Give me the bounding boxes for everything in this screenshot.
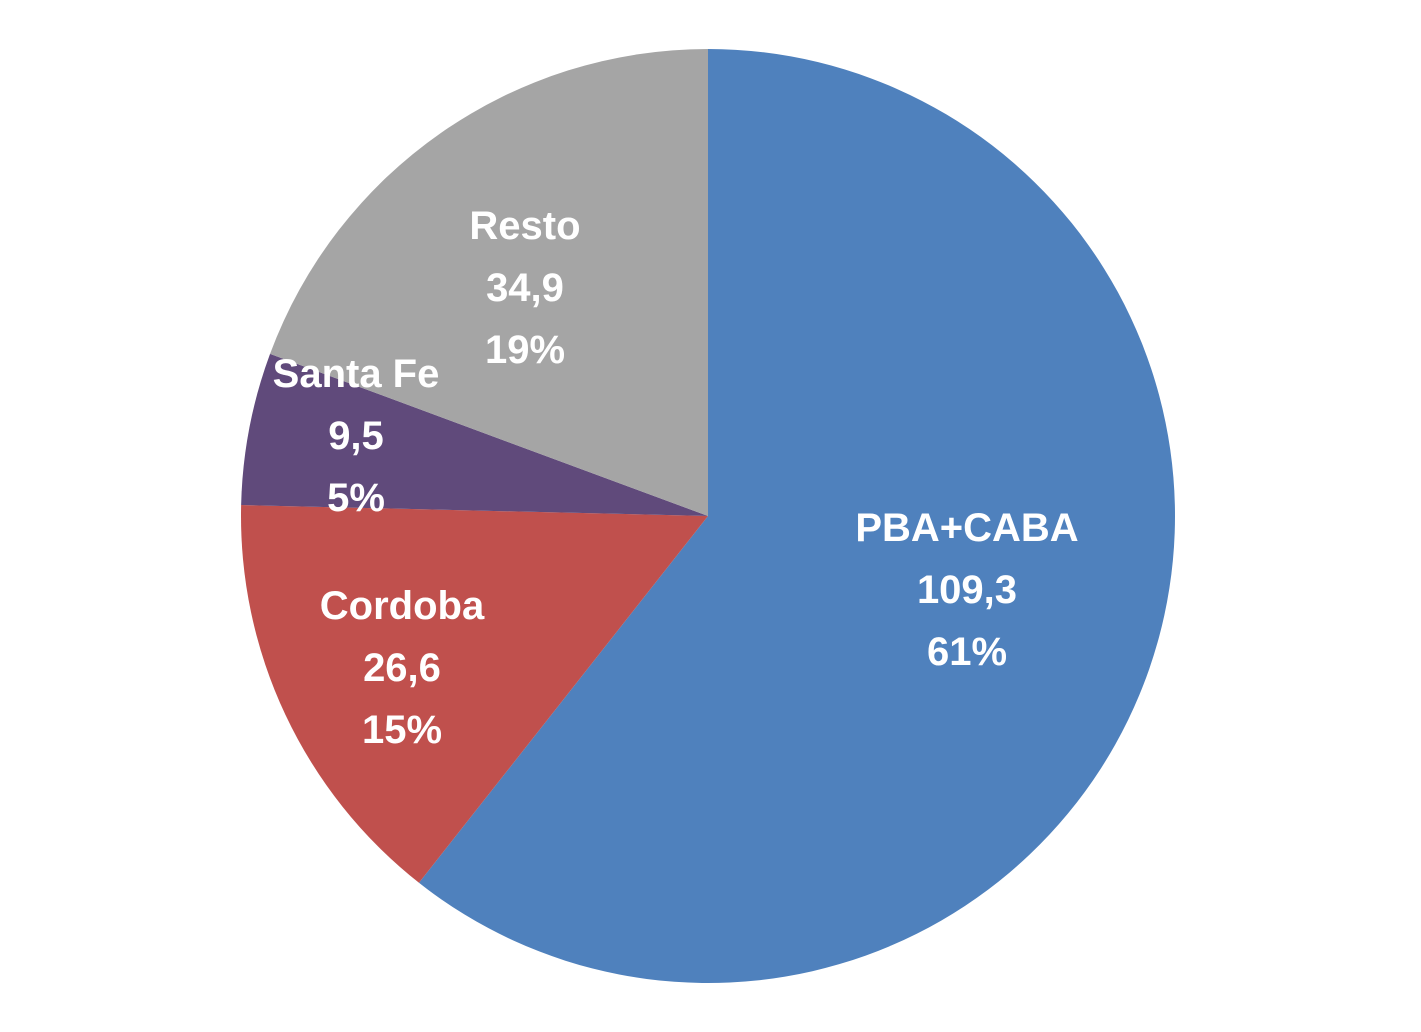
data-label-resto-value: 34,9 [486, 266, 564, 310]
pie-slices [241, 49, 1175, 984]
data-label-cordoba-percent: 15% [362, 708, 442, 752]
data-label-pba-caba-category: PBA+CABA [855, 506, 1078, 550]
pie-slice-santa-fe [241, 353, 708, 516]
pie-slice-cordoba [241, 505, 708, 883]
data-label-resto-percent: 19% [485, 328, 565, 372]
data-label-resto-category: Resto [469, 204, 580, 248]
data-label-pba-caba-value: 109,3 [917, 568, 1017, 612]
pie-slice-pba-caba [418, 49, 1175, 984]
pie-data-labels: PBA+CABA 109,3 61% Cordoba 26,6 15% Santa Fe 9,… [273, 204, 1079, 752]
data-label-santa-fe-category: Santa Fe [273, 352, 440, 396]
data-label-cordoba-category: Cordoba [320, 584, 485, 628]
data-label-cordoba-value: 26,6 [363, 646, 441, 690]
pie-slice-resto [270, 49, 708, 516]
data-label-santa-fe-value: 9,5 [328, 414, 384, 458]
data-label-santa-fe-percent: 5% [327, 476, 385, 520]
data-label-pba-caba-percent: 61% [927, 630, 1007, 674]
